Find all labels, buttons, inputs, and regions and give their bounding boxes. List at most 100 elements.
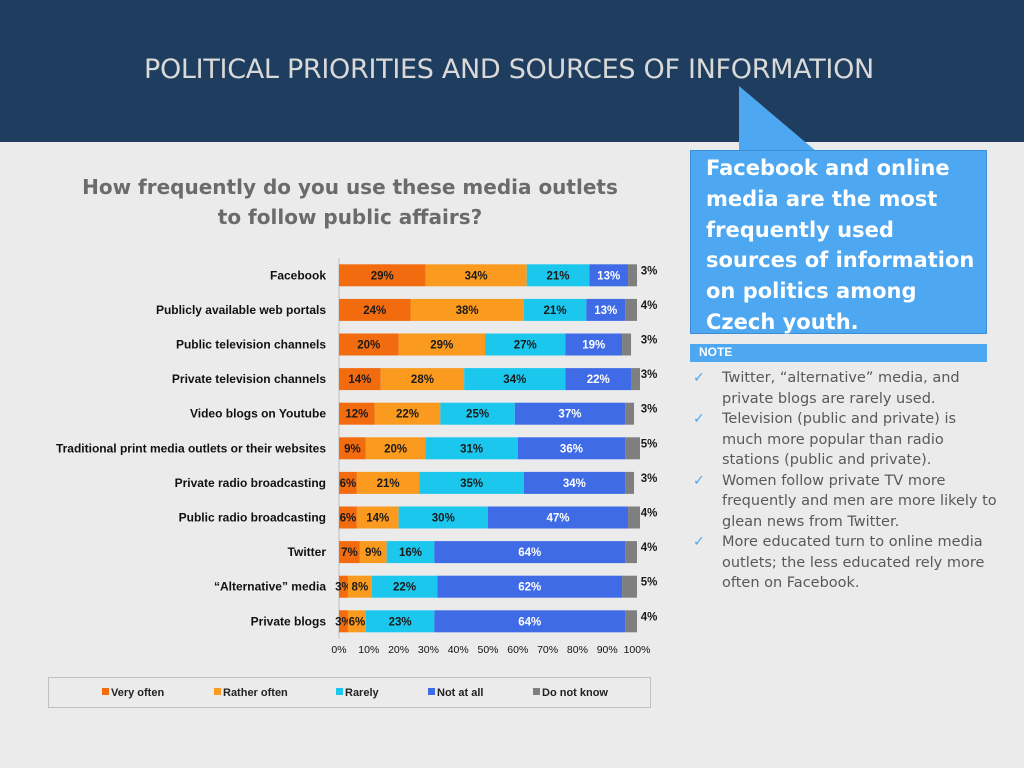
bar-segment bbox=[339, 264, 426, 287]
data-label: 34% bbox=[563, 478, 586, 490]
page-title: POLITICAL PRIORITIES AND SOURCES OF INFO… bbox=[144, 54, 874, 85]
x-tick-label: 60% bbox=[507, 644, 528, 656]
legend-swatch bbox=[214, 688, 221, 695]
note-header: NOTE bbox=[690, 344, 987, 362]
legend-label: Very often bbox=[111, 687, 165, 699]
category-label: Video blogs on Youtube bbox=[190, 407, 326, 421]
note-list: ✓ Twitter, “alternative” media, and priv… bbox=[690, 368, 1000, 594]
bar-segment bbox=[371, 575, 438, 598]
bar-segment bbox=[365, 610, 435, 633]
data-label: 62% bbox=[518, 582, 541, 594]
bar-segment bbox=[398, 333, 486, 356]
bar-segment bbox=[440, 402, 515, 425]
data-label: 3% bbox=[641, 265, 658, 277]
data-label: 34% bbox=[503, 374, 526, 386]
note-text: Twitter, “alternative” media, and privat… bbox=[722, 370, 960, 407]
x-tick-label: 20% bbox=[388, 644, 409, 656]
data-label: 21% bbox=[377, 478, 400, 490]
bar-segment bbox=[625, 402, 635, 425]
bar-segment bbox=[622, 575, 637, 598]
legend-swatch bbox=[533, 688, 540, 695]
bar-segment bbox=[410, 298, 524, 321]
x-tick-label: 40% bbox=[448, 644, 469, 656]
bar-segment bbox=[339, 575, 348, 598]
data-label: 20% bbox=[357, 340, 380, 352]
bar-segment bbox=[565, 368, 632, 391]
category-label: Private radio broadcasting bbox=[175, 476, 326, 490]
data-label: 4% bbox=[641, 611, 658, 623]
data-label: 4% bbox=[641, 542, 658, 554]
data-label: 5% bbox=[641, 577, 658, 589]
x-tick-label: 80% bbox=[567, 644, 588, 656]
bar-segment bbox=[356, 471, 420, 494]
data-label: 29% bbox=[430, 340, 453, 352]
data-label: 7% bbox=[341, 547, 358, 559]
data-label: 14% bbox=[366, 513, 389, 525]
bar-segment bbox=[339, 437, 366, 460]
data-label: 16% bbox=[399, 547, 422, 559]
callout-pointer bbox=[739, 86, 817, 152]
x-tick-label: 30% bbox=[418, 644, 439, 656]
note-item: ✓ Television (public and private) is muc… bbox=[690, 409, 1000, 471]
data-label: 9% bbox=[365, 547, 382, 559]
bar-segment bbox=[374, 402, 441, 425]
data-label: 3% bbox=[641, 369, 658, 381]
note-item: ✓ Twitter, “alternative” media, and priv… bbox=[690, 368, 1000, 409]
bar-segment bbox=[565, 333, 623, 356]
data-label: 22% bbox=[396, 409, 419, 421]
bar-segment bbox=[434, 610, 626, 633]
legend-swatch bbox=[336, 688, 343, 695]
legend-label: Not at all bbox=[437, 687, 484, 699]
bar-segment bbox=[425, 437, 518, 460]
bar-segment bbox=[589, 264, 629, 287]
data-label: 12% bbox=[345, 409, 368, 421]
bar-segment bbox=[425, 264, 527, 287]
bar-segment bbox=[339, 333, 399, 356]
bar-segment bbox=[523, 471, 626, 494]
data-label: 34% bbox=[465, 270, 488, 282]
data-label: 25% bbox=[466, 409, 489, 421]
note-item: ✓ More educated turn to online media out… bbox=[690, 532, 1000, 594]
data-label: 22% bbox=[393, 582, 416, 594]
bar-segment bbox=[347, 610, 366, 633]
bar-segment bbox=[625, 437, 640, 460]
chart-legend: Very often Rather often Rarely Not at al… bbox=[48, 677, 651, 708]
bar-segment bbox=[625, 610, 637, 633]
stacked-bar-chart: Facebook 29% 34% 21% 13% 3% Publicly available… bbox=[56, 258, 658, 656]
legend-label: Do not know bbox=[542, 687, 608, 699]
data-label: 3% bbox=[641, 473, 658, 485]
bar-segment bbox=[586, 298, 626, 321]
legend-very-often: Very often bbox=[102, 687, 164, 699]
note-text: Women follow private TV more frequently … bbox=[722, 472, 997, 530]
data-label: 3% bbox=[335, 616, 352, 628]
key-finding-text: Facebook and online media are the most f… bbox=[706, 156, 975, 334]
bar-segment bbox=[419, 471, 524, 494]
note-text: More educated turn to online media outle… bbox=[722, 534, 985, 591]
note-text: Television (public and private) is much … bbox=[722, 411, 957, 468]
data-label: 3% bbox=[335, 582, 352, 594]
bar-segment bbox=[339, 402, 375, 425]
bar-segment bbox=[631, 368, 640, 391]
legend-do-not-know: Do not know bbox=[533, 687, 608, 699]
data-label: 38% bbox=[456, 305, 479, 317]
category-label: Public radio broadcasting bbox=[179, 511, 326, 525]
note-item: ✓ Women follow private TV more frequentl… bbox=[690, 471, 1000, 533]
bar-segment bbox=[514, 402, 626, 425]
data-label: 24% bbox=[363, 305, 386, 317]
bar-segment bbox=[386, 541, 435, 564]
legend-rather-often: Rather often bbox=[214, 687, 288, 699]
category-label: “Alternative” media bbox=[214, 580, 326, 594]
data-label: 35% bbox=[460, 478, 483, 490]
category-label: Twitter bbox=[288, 545, 327, 559]
chart-question: How frequently do you use these media ou… bbox=[82, 175, 618, 229]
bar-segment bbox=[622, 333, 632, 356]
bar-segment bbox=[347, 575, 372, 598]
data-label: 21% bbox=[547, 270, 570, 282]
data-label: 14% bbox=[348, 374, 371, 386]
legend-label: Rarely bbox=[345, 687, 379, 699]
legend-label: Rather often bbox=[223, 687, 288, 699]
legend-swatch bbox=[102, 688, 109, 695]
header-band: POLITICAL PRIORITIES AND SOURCES OF INFO… bbox=[0, 0, 1024, 142]
data-label: 30% bbox=[432, 513, 455, 525]
category-label: Traditional print media outlets or their… bbox=[56, 441, 326, 455]
